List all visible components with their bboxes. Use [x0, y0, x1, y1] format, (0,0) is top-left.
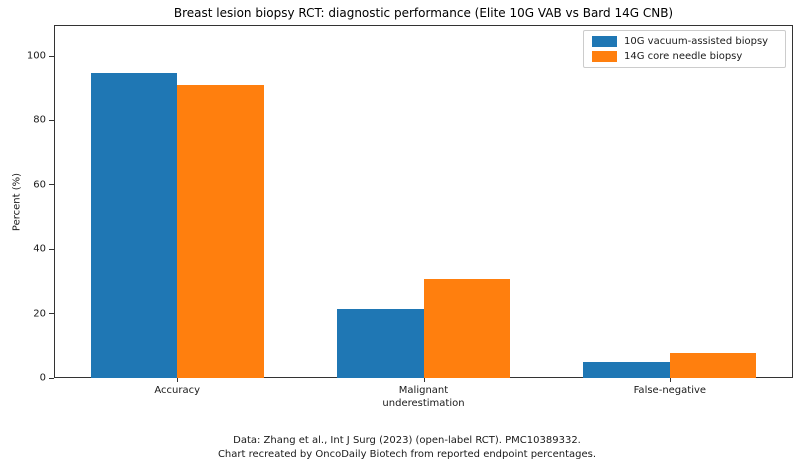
- footnote-line2: Chart recreated by OncoDaily Biotech fro…: [217, 449, 597, 460]
- x-tick-mark: [423, 377, 425, 382]
- legend-label-cnb: 14G core needle biopsy: [624, 51, 743, 62]
- x-tick-mark: [669, 377, 671, 382]
- bar-cnb-2: [669, 352, 757, 378]
- y-tick-label: 40: [33, 243, 46, 255]
- bar-vab-1: [337, 309, 424, 378]
- y-tick-mark: [49, 119, 54, 121]
- y-tick-mark: [49, 377, 54, 379]
- y-tick-mark: [49, 248, 54, 250]
- chart-title: Breast lesion biopsy RCT: diagnostic per…: [173, 6, 674, 20]
- legend: 10G vacuum-assisted biopsy 14G core need…: [583, 30, 786, 68]
- x-tick-label: Malignant underestimation: [382, 385, 465, 409]
- y-tick-label: 100: [26, 50, 46, 62]
- bar-cnb-0: [177, 84, 264, 378]
- y-tick-label: 20: [33, 308, 46, 320]
- bar-vab-0: [90, 73, 178, 378]
- x-tick-label: Accuracy: [154, 385, 200, 396]
- y-tick-label: 60: [33, 179, 46, 191]
- footnote: Data: Zhang et al., Int J Surg (2023) (o…: [7, 434, 800, 462]
- x-tick-mark: [177, 377, 179, 382]
- y-tick-mark: [49, 313, 54, 315]
- x-tick-label: False-negative: [633, 385, 707, 396]
- legend-swatch-orange-icon: [592, 51, 617, 62]
- footnote-line1: Data: Zhang et al., Int J Surg (2023) (o…: [233, 435, 581, 446]
- y-tick-label: 0: [39, 372, 46, 384]
- legend-item-cnb: 14G core needle biopsy: [592, 51, 777, 62]
- y-tick-mark: [49, 184, 54, 186]
- legend-item-vab: 10G vacuum-assisted biopsy: [592, 36, 777, 47]
- legend-swatch-blue-icon: [592, 36, 617, 47]
- legend-label-vab: 10G vacuum-assisted biopsy: [624, 36, 769, 47]
- y-tick-label: 80: [33, 114, 46, 126]
- y-tick-mark: [49, 55, 54, 57]
- bar-vab-2: [583, 361, 670, 378]
- bar-cnb-1: [423, 278, 510, 378]
